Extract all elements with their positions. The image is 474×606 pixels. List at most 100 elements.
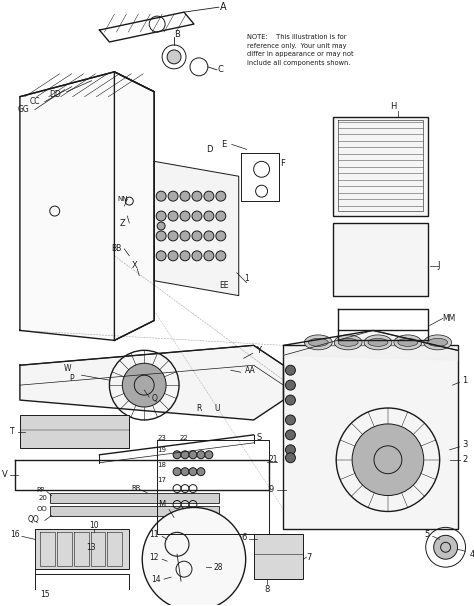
Text: Y: Y [256,346,261,355]
Circle shape [142,507,246,606]
Text: EE: EE [219,281,228,290]
Circle shape [285,453,295,463]
Circle shape [189,468,197,476]
Ellipse shape [364,335,392,350]
Circle shape [156,251,166,261]
Circle shape [205,451,213,459]
Bar [333,223,428,296]
Circle shape [168,191,178,201]
Text: MM: MM [443,314,456,323]
Ellipse shape [334,335,362,350]
Circle shape [192,251,202,261]
Circle shape [204,191,214,201]
Text: AA: AA [245,365,256,375]
Text: X: X [131,261,137,270]
Circle shape [204,251,214,261]
Circle shape [180,231,190,241]
Circle shape [285,430,295,440]
Text: A: A [219,2,226,12]
Circle shape [157,222,165,230]
Text: H: H [390,102,396,111]
Text: QQ: QQ [28,515,40,524]
Circle shape [285,395,295,405]
Text: V: V [2,470,8,479]
Text: D: D [206,145,212,154]
Ellipse shape [304,335,332,350]
Bar [35,530,129,569]
Circle shape [156,211,166,221]
Circle shape [180,191,190,201]
Text: S: S [256,433,262,442]
Text: 20: 20 [39,494,48,501]
Text: 13: 13 [87,543,96,552]
Text: 1: 1 [244,274,249,283]
Text: RR: RR [131,485,141,491]
Text: F: F [281,159,285,168]
Text: E: E [221,140,227,149]
Text: 11: 11 [150,530,159,539]
Circle shape [156,231,166,241]
Circle shape [285,415,295,425]
Text: NOTE:    This illustration is for
reference only.  Your unit may
differ in appea: NOTE: This illustration is for reference… [246,34,353,65]
Bar [333,116,428,216]
Circle shape [168,211,178,221]
Circle shape [285,445,295,454]
Ellipse shape [398,338,418,347]
Circle shape [285,365,295,375]
Circle shape [168,251,178,261]
Text: 9: 9 [268,485,273,494]
Bar [50,507,219,516]
Ellipse shape [424,335,452,350]
Ellipse shape [428,338,447,347]
Circle shape [173,468,181,476]
Circle shape [122,363,166,407]
Circle shape [216,251,226,261]
Circle shape [197,468,205,476]
Circle shape [181,468,189,476]
Circle shape [180,211,190,221]
Text: Z: Z [119,219,125,227]
Circle shape [192,211,202,221]
Text: C: C [218,65,224,75]
Ellipse shape [338,338,358,347]
Text: 16: 16 [10,530,20,539]
Text: R: R [196,404,201,413]
Bar [283,345,457,530]
Circle shape [434,535,457,559]
Text: Q: Q [151,393,157,402]
Circle shape [204,231,214,241]
Text: J: J [438,261,440,270]
Circle shape [216,211,226,221]
Circle shape [204,211,214,221]
Text: DD: DD [50,90,62,99]
Circle shape [216,231,226,241]
Polygon shape [20,345,283,420]
Text: 21: 21 [269,455,278,464]
Text: W: W [64,364,72,373]
Text: T: T [10,427,15,436]
Text: 19: 19 [158,447,167,453]
Text: GG: GG [18,105,30,114]
Text: 2: 2 [463,455,468,464]
Text: 6: 6 [241,533,246,542]
Circle shape [156,191,166,201]
Ellipse shape [309,338,328,347]
Text: 18: 18 [158,462,167,468]
Circle shape [216,191,226,201]
Circle shape [167,50,181,64]
Polygon shape [283,330,457,361]
Text: BB: BB [111,244,122,253]
Circle shape [180,251,190,261]
Circle shape [181,451,189,459]
Text: P: P [69,374,74,382]
Text: 1: 1 [463,376,468,385]
Bar [50,493,219,502]
Circle shape [192,191,202,201]
Ellipse shape [368,338,388,347]
Text: U: U [214,404,219,413]
Circle shape [285,380,295,390]
Circle shape [197,451,205,459]
Circle shape [189,451,197,459]
Text: 28: 28 [214,562,223,571]
Bar [20,415,129,448]
